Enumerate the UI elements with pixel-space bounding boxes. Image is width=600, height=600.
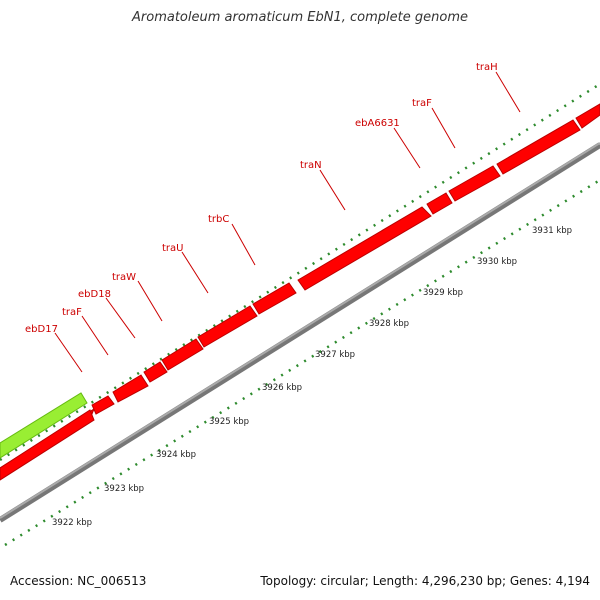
gene-leader-line xyxy=(231,223,256,266)
gene-leader-line xyxy=(54,332,83,373)
gene-label[interactable]: ebA6631 xyxy=(355,118,400,129)
scale-label: 3930 kbp xyxy=(477,257,517,267)
gene-label[interactable]: traW xyxy=(112,272,136,283)
gene-label[interactable]: traF xyxy=(412,98,432,109)
gene-leader-line xyxy=(319,169,346,211)
scale-label: 3924 kbp xyxy=(156,450,196,460)
gene-leader-line xyxy=(137,280,163,322)
scale-label: 3925 kbp xyxy=(209,417,249,427)
gene-label[interactable]: ebD17 xyxy=(25,324,58,335)
gene-block[interactable] xyxy=(0,409,95,481)
scale-label: 3923 kbp xyxy=(104,484,144,494)
gene-block[interactable] xyxy=(197,305,258,348)
gene-block[interactable] xyxy=(297,206,432,291)
outer-tick-track xyxy=(0,82,600,462)
gene-leader-line xyxy=(105,297,136,339)
scale-labels: 3922 kbp 3923 kbp 3924 kbp 3925 kbp 3926 kbp… xyxy=(52,226,572,528)
scale-label: 3926 kbp xyxy=(262,383,302,393)
accession-text: Accession: NC_006513 xyxy=(10,574,147,588)
scale-label: 3931 kbp xyxy=(532,226,572,236)
gene-label[interactable]: trbC xyxy=(208,214,229,225)
scale-tick-track xyxy=(4,178,600,547)
gene-block[interactable] xyxy=(448,165,501,202)
prior-feature[interactable] xyxy=(0,392,88,459)
scale-label: 3922 kbp xyxy=(52,518,92,528)
topology-stats: Topology: circular; Length: 4,296,230 bp… xyxy=(260,574,590,588)
gene-block[interactable] xyxy=(252,282,297,315)
scale-label: 3927 kbp xyxy=(315,350,355,360)
gene-label[interactable]: traU xyxy=(162,243,183,254)
gene-block[interactable] xyxy=(426,192,453,215)
gene-block[interactable] xyxy=(91,395,115,415)
gene-leader-line xyxy=(495,71,521,113)
gene-label[interactable]: traF xyxy=(62,307,82,318)
gene-blocks[interactable] xyxy=(0,103,600,481)
gene-label[interactable]: traH xyxy=(476,62,498,73)
gene-leader-line xyxy=(393,127,421,169)
gene-label[interactable]: ebD18 xyxy=(78,289,111,300)
gene-block[interactable] xyxy=(112,374,149,403)
gene-leader-line xyxy=(181,251,209,294)
genome-title: Aromatoleum aromaticum EbN1, complete ge… xyxy=(132,10,468,25)
gene-block[interactable] xyxy=(161,338,204,371)
gene-leader-line xyxy=(81,315,109,356)
gene-block[interactable] xyxy=(496,119,581,175)
gene-block[interactable] xyxy=(143,361,168,383)
genome-backbone xyxy=(0,142,600,523)
gene-block[interactable] xyxy=(575,103,600,129)
gene-label[interactable]: traN xyxy=(300,160,322,171)
scale-label: 3929 kbp xyxy=(423,288,463,298)
gene-leader-line xyxy=(431,107,456,149)
scale-label: 3928 kbp xyxy=(369,319,409,329)
